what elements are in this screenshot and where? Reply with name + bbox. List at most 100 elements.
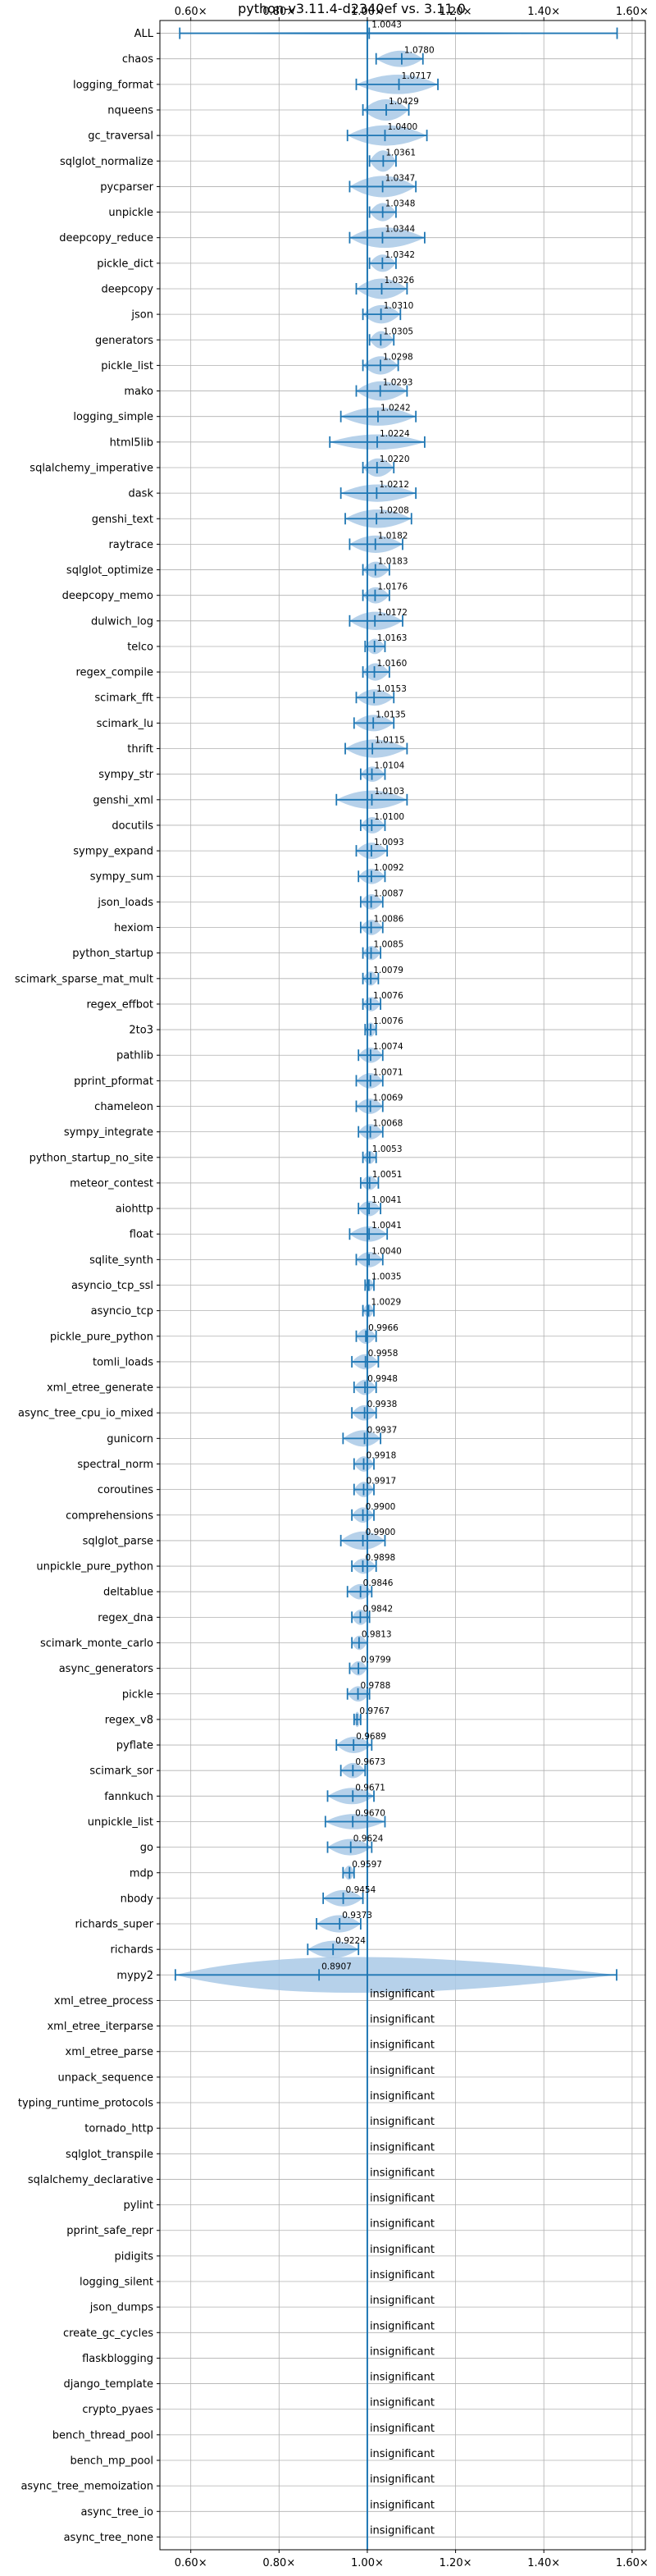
insignificant-label: insignificant (370, 2141, 435, 2154)
row-label: sqlglot_parse (83, 1535, 153, 1547)
value-label: 1.0242 (380, 404, 411, 413)
value-label: 0.9846 (363, 1578, 394, 1588)
row-label: scimark_monte_carlo (40, 1637, 153, 1650)
value-label: 0.9813 (362, 1629, 392, 1639)
row-label: async_tree_memoization (20, 2481, 153, 2493)
value-label: 0.9454 (346, 1885, 376, 1895)
insignificant-label: insignificant (370, 2473, 435, 2486)
row-label: pathlib (116, 1050, 153, 1062)
value-label: 0.9842 (362, 1604, 393, 1614)
value-label: 1.0076 (373, 991, 403, 1001)
row-label: sympy_expand (73, 846, 153, 858)
row-label: sqlalchemy_imperative (30, 462, 153, 474)
row-label: hexiom (114, 922, 153, 934)
value-label: 1.0153 (376, 684, 407, 694)
row-label: sympy_sum (90, 871, 153, 884)
value-label: 0.9918 (367, 1450, 397, 1460)
row-label: genshi_xml (93, 794, 153, 806)
tick-layer: 0.60× 0.60× 0.80× 0.80× 1.00× 1.00× 1.20× 1.20×… (15, 6, 649, 2569)
value-label: 1.0087 (374, 888, 404, 898)
row-label: mypy2 (116, 1970, 153, 1982)
row-label: json (130, 309, 153, 322)
row-label: html5lib (110, 436, 153, 449)
row-label: json_dumps (89, 2302, 153, 2314)
row-label: dask (128, 488, 153, 500)
row-label: tomli_loads (93, 1356, 153, 1368)
row-label: deepcopy_reduce (59, 232, 153, 244)
value-label: 0.9671 (355, 1783, 385, 1793)
value-label: 0.9373 (342, 1911, 372, 1921)
row-label: genshi_text (92, 514, 153, 526)
row-label: raytrace (108, 539, 153, 551)
insignificant-label: insignificant (370, 2423, 435, 2435)
row-label: docutils (112, 820, 153, 832)
value-label: 0.9958 (368, 1349, 399, 1359)
value-label: 0.9937 (367, 1425, 398, 1435)
row-label: scimark_sparse_mat_mult (15, 973, 153, 985)
value-label: 1.0074 (373, 1042, 403, 1052)
row-label: float (130, 1229, 153, 1241)
value-label: 0.9788 (361, 1681, 391, 1691)
value-label: 0.9597 (352, 1860, 382, 1870)
insignificant-label: insignificant (370, 2065, 435, 2077)
value-label: 1.0400 (387, 122, 417, 132)
value-label: 1.0076 (373, 1016, 403, 1026)
insignificant-label: insignificant (370, 2372, 435, 2384)
violin-layer (174, 21, 618, 2550)
row-label: regex_dna (98, 1612, 153, 1624)
row-label: mdp (130, 1867, 153, 1879)
value-label: 1.0298 (383, 352, 413, 362)
value-label: 1.0344 (385, 225, 415, 235)
row-label: gunicorn (107, 1433, 153, 1446)
value-label: 1.0071 (373, 1067, 403, 1077)
insignificant-label: insignificant (370, 2345, 435, 2358)
row-label: crypto_pyaes (82, 2404, 153, 2416)
value-label: 1.0040 (371, 1246, 402, 1256)
row-label: unpickle_list (88, 1816, 153, 1829)
row-label: unpickle (108, 207, 153, 219)
row-label: logging_silent (80, 2277, 153, 2289)
row-label: aiohttp (116, 1204, 153, 1216)
row-label: sqlglot_normalize (60, 156, 153, 168)
value-label: 1.0780 (404, 46, 435, 56)
x-tick-label-bottom: 1.40× (527, 2557, 560, 2569)
row-label: pidigits (115, 2250, 154, 2263)
value-label: 1.0135 (376, 710, 406, 719)
row-label: sqlglot_optimize (66, 564, 153, 577)
insignificant-label: insignificant (370, 2090, 435, 2103)
insignificant-label: insignificant (370, 1988, 435, 2000)
row-label: pickle (122, 1688, 153, 1701)
value-label: 0.9799 (361, 1656, 391, 1665)
row-label: regex_effbot (86, 998, 153, 1011)
row-label: nbody (121, 1893, 154, 1905)
insignificant-label: insignificant (370, 2244, 435, 2256)
row-label: pickle_list (101, 360, 153, 372)
row-label: xml_etree_generate (47, 1382, 153, 1395)
row-label: comprehensions (66, 1510, 153, 1522)
value-label: 1.0224 (380, 429, 410, 439)
row-label: telco (127, 641, 153, 653)
row-label: asyncio_tcp (91, 1305, 153, 1318)
insignificant-label: insignificant (370, 2499, 435, 2511)
row-label: coroutines (98, 1484, 153, 1496)
row-label: deltablue (103, 1587, 153, 1599)
value-label: 1.0163 (377, 633, 408, 643)
row-label: unpickle_pure_python (36, 1561, 153, 1573)
row-label: regex_compile (75, 667, 153, 679)
value-label: 1.0104 (375, 761, 405, 771)
value-label: 1.0092 (374, 863, 404, 873)
value-label: 1.0208 (379, 505, 409, 515)
row-label: django_template (64, 2378, 153, 2391)
value-label: 1.0429 (389, 97, 419, 107)
value-label: 0.9689 (356, 1732, 386, 1742)
x-tick-label-top: 1.00× (351, 6, 384, 18)
value-label: 0.9938 (367, 1400, 398, 1409)
value-label: 0.9966 (368, 1323, 399, 1333)
value-label: 1.0069 (373, 1094, 403, 1103)
value-label: 1.0310 (384, 301, 414, 311)
label-layer: 1.0043 1.0780 1.0717 1.0429 1.0400 1.0361 1.03… (321, 21, 435, 2537)
value-label: 1.0293 (383, 378, 413, 388)
row-label: pprint_pformat (74, 1076, 153, 1088)
row-label: dulwich_log (91, 615, 153, 628)
